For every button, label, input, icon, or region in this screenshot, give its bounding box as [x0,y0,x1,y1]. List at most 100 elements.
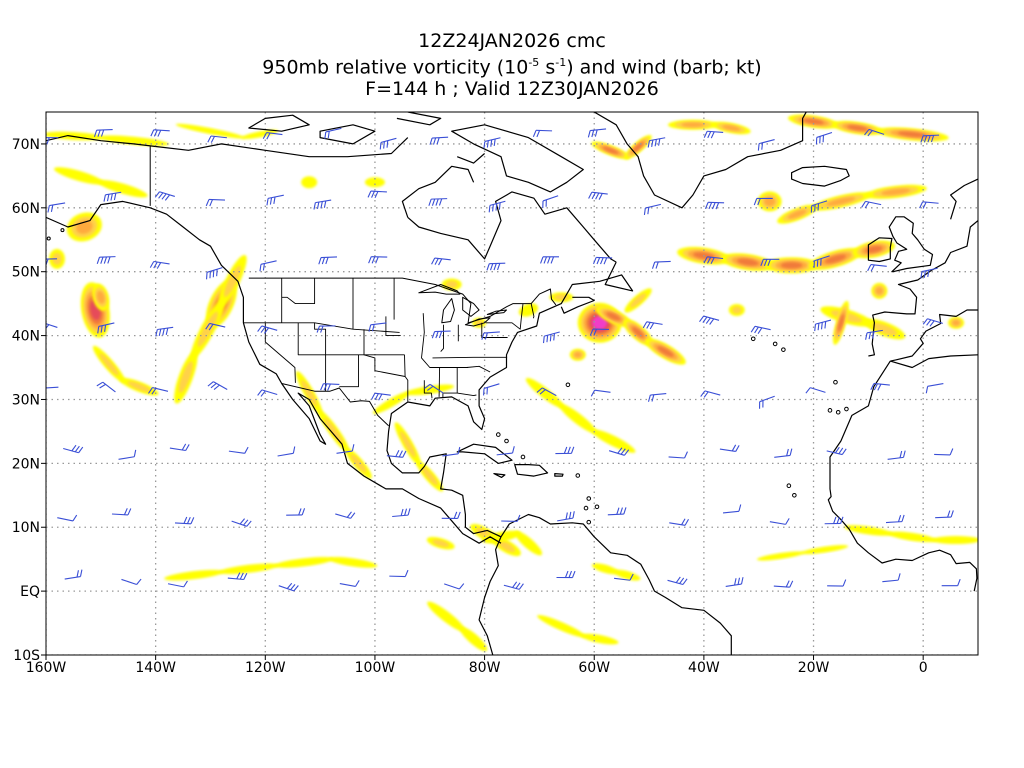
vorticity-contour [875,287,884,295]
wind-barb [920,267,938,279]
vorticity-contour [241,129,279,139]
wind-barb [368,322,387,332]
wind-barb [647,392,667,402]
coastline [514,464,549,477]
wind-barb [167,580,188,588]
coastline [827,360,978,592]
coastline [438,367,441,397]
wind-barb [316,325,336,333]
coastline [440,324,444,352]
wind-barb [536,387,557,397]
island [520,454,526,460]
title-variable-mid: s [539,56,556,79]
wind-barb [111,508,132,516]
wind-barb [592,256,613,265]
coastline [442,367,458,398]
coastline [466,365,491,373]
wind-barb [503,581,524,590]
coastline [441,298,455,324]
coastline [339,354,359,388]
wind-barb [205,322,226,331]
vorticity-contour [301,176,318,189]
wind-barb [607,507,627,516]
lat-tick-label: 10N [12,520,40,536]
wind-barb [442,446,461,457]
wind-barb [483,137,501,149]
island [565,382,571,388]
wind-barb [753,197,773,206]
vorticity-contour [865,245,883,253]
wind-barb [703,130,724,139]
wind-barb [501,514,521,522]
vorticity-contour [514,531,543,556]
wind-barb [496,446,515,456]
wind-barb [207,135,227,143]
vorticity-contour [629,293,647,308]
vorticity-contour [844,525,893,536]
wind-barb [532,129,553,138]
vorticity-contour [97,179,148,198]
wind-barb [651,260,671,269]
island [60,228,65,233]
vorticity-contour [432,539,450,547]
lon-tick-label: 60W [578,660,610,676]
wind-barb [614,573,634,581]
wind-barb [313,199,332,210]
lat-tick-label: 10S [13,648,40,664]
wind-barb [207,381,228,391]
wind-barb [444,583,465,590]
wind-barb [63,444,84,454]
lon-tick-label: 80W [469,660,501,676]
wind-barb [773,580,794,588]
wind-barb [486,262,506,271]
title-valid-time: F=144 h ; Valid 12Z30JAN2026 [365,78,659,101]
lon-tick-label: 100W [355,660,396,676]
island [495,432,501,437]
coastline [281,383,389,427]
coastline [432,356,508,359]
coastline [888,216,934,273]
coastline [404,354,409,402]
wind-barb [174,516,195,525]
wind-barb [431,330,451,339]
wind-barb [556,570,576,579]
title-variable-prefix: 950mb relative vorticity (10 [262,56,529,79]
wind-barb [169,443,190,452]
wind-barb [557,511,575,522]
gridlines [46,112,978,655]
coastline [478,536,502,655]
wind-barb [864,128,885,137]
vorticity-contour [537,615,586,638]
vorticity-contour [405,384,455,396]
vorticity-contour [96,290,105,304]
wind-barb [805,387,826,394]
wind-barb [826,446,847,456]
coastline [481,322,508,338]
coastline [451,124,584,193]
wind-barb [231,518,252,527]
island [772,341,778,347]
wind-barb [392,508,411,518]
wind-barb [925,383,944,394]
coastline [462,296,480,317]
wind-barb [704,201,725,210]
wind-barb [371,392,391,401]
wind-barb [867,264,887,272]
wind-barb [934,448,954,456]
vorticity-contour [427,601,466,632]
vorticity-contour [764,196,776,207]
coastline [485,303,524,330]
vorticity-contour [421,466,438,486]
coastline [281,278,316,305]
vorticity-contour [826,197,856,206]
wind-barb [228,446,249,454]
wind-barb [389,569,409,578]
wind-barb [46,386,59,390]
island [594,504,600,510]
coastline [46,135,156,148]
coastline [421,313,469,368]
vorticity-contour [99,353,119,376]
figure-title: 12Z24JAN2026 cmc 950mb relative vorticit… [0,30,1024,100]
vorticity-contour [931,536,978,545]
title-variable-suffix: ) and wind (barb; kt) [566,56,762,79]
